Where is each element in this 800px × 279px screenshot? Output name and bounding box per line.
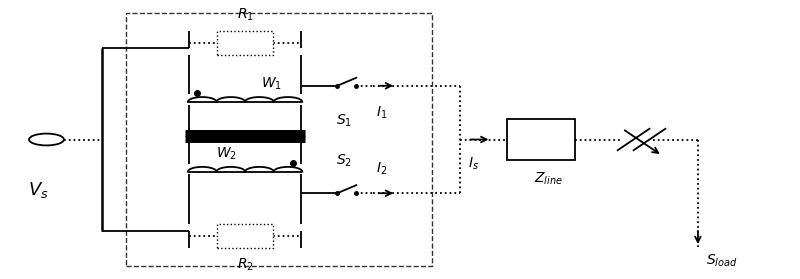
Text: $I_1$: $I_1$ bbox=[376, 105, 387, 121]
Text: $V_s$: $V_s$ bbox=[28, 180, 49, 200]
Text: $R_2$: $R_2$ bbox=[237, 256, 254, 273]
Bar bbox=[507, 119, 574, 160]
Text: $S_{load}$: $S_{load}$ bbox=[706, 252, 738, 269]
Bar bbox=[218, 224, 273, 248]
Text: $S_2$: $S_2$ bbox=[336, 153, 353, 169]
Text: $R_1$: $R_1$ bbox=[237, 6, 254, 23]
Text: $S_1$: $S_1$ bbox=[336, 113, 353, 129]
Bar bbox=[218, 31, 273, 55]
Text: $W_2$: $W_2$ bbox=[216, 145, 237, 162]
Text: $I_s$: $I_s$ bbox=[467, 156, 478, 172]
Bar bbox=[126, 13, 432, 266]
Text: $W_1$: $W_1$ bbox=[261, 75, 282, 92]
Text: $I_2$: $I_2$ bbox=[376, 161, 387, 177]
Text: $Z_{line}$: $Z_{line}$ bbox=[534, 170, 563, 187]
